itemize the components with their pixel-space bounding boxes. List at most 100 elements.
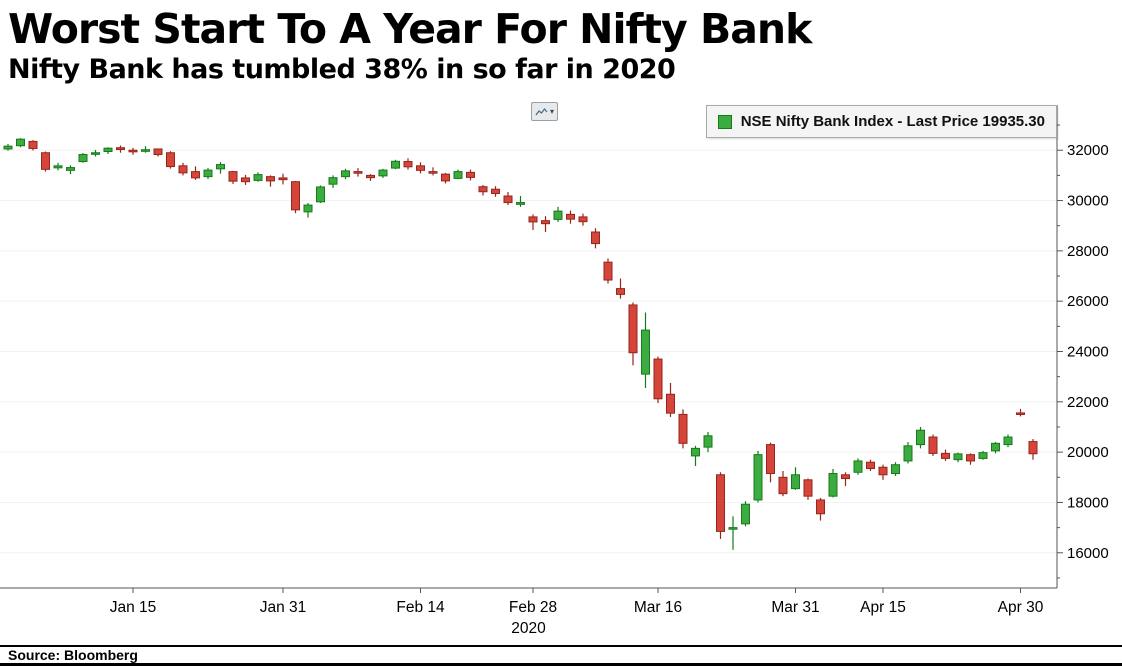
legend-label: NSE Nifty Bank Index - Last Price 19935.… bbox=[740, 113, 1045, 130]
y-tick-label: 24000 bbox=[1067, 344, 1109, 361]
x-tick-label: Jan 31 bbox=[260, 599, 307, 616]
x-tick-label: Apr 30 bbox=[998, 599, 1044, 616]
chart-options-button[interactable]: ▾ bbox=[531, 102, 558, 121]
candle-apr-24 bbox=[966, 454, 975, 462]
candle-apr-27 bbox=[978, 452, 988, 459]
candle-jan-14 bbox=[116, 147, 125, 150]
candle-jan-17 bbox=[153, 148, 163, 156]
footer: Source: Bloomberg bbox=[0, 645, 1122, 666]
candle-jan-8 bbox=[66, 167, 75, 171]
candle-jan-27 bbox=[228, 171, 238, 182]
x-tick-label: Feb 28 bbox=[509, 599, 557, 616]
candle-feb-25 bbox=[491, 188, 500, 194]
candle-feb-3 bbox=[303, 204, 313, 213]
candle-jan-2 bbox=[16, 138, 25, 147]
candle-mar-25 bbox=[741, 503, 750, 525]
candle-feb-12 bbox=[391, 160, 400, 169]
candle-jan-22 bbox=[191, 171, 200, 179]
candle-jan-29 bbox=[253, 174, 263, 181]
candle-apr-21 bbox=[928, 436, 938, 454]
page-title: Worst Start To A Year For Nifty Bank bbox=[8, 5, 812, 53]
candle-jan-7 bbox=[53, 165, 63, 169]
candle-apr-9 bbox=[853, 460, 863, 473]
candle-mar-19 bbox=[691, 447, 700, 457]
x-tick-label: Mar 16 bbox=[634, 599, 682, 616]
candle-mar-20 bbox=[703, 435, 713, 448]
y-tick-label: 32000 bbox=[1067, 142, 1109, 159]
x-axis-year-label: 2020 bbox=[511, 620, 546, 637]
candle-mar-3 bbox=[553, 210, 563, 220]
mini-chart-icon bbox=[535, 107, 548, 115]
candle-feb-19 bbox=[453, 171, 463, 179]
caret-down-icon: ▾ bbox=[549, 106, 554, 116]
legend[interactable]: NSE Nifty Bank Index - Last Price 19935.… bbox=[705, 105, 1057, 138]
candle-mar-13 bbox=[641, 329, 650, 375]
candle-apr-20 bbox=[916, 429, 925, 446]
candle-mar-30 bbox=[778, 476, 788, 495]
candle-jan-30 bbox=[266, 176, 275, 182]
candle-jan-28 bbox=[241, 177, 250, 183]
candle-mar-2 bbox=[541, 220, 550, 225]
candle-mar-31 bbox=[791, 474, 800, 490]
candle-feb-13 bbox=[403, 161, 413, 168]
candle-apr-1 bbox=[803, 479, 813, 497]
candle-apr-3 bbox=[816, 499, 825, 515]
y-tick-label: 16000 bbox=[1067, 545, 1109, 562]
candle-jan-24 bbox=[216, 164, 225, 170]
candle-feb-18 bbox=[441, 173, 450, 182]
candle-apr-23 bbox=[953, 453, 963, 461]
series-swatch-icon bbox=[717, 114, 732, 129]
x-tick-label: Mar 31 bbox=[771, 599, 819, 616]
candle-feb-28 bbox=[528, 216, 538, 223]
candle-mar-5 bbox=[578, 216, 588, 223]
candle-jan-20 bbox=[166, 152, 175, 168]
y-tick-label: 20000 bbox=[1067, 444, 1109, 461]
candle-jan-23 bbox=[203, 169, 213, 178]
candle-jan-10 bbox=[91, 152, 100, 155]
candle-mar-18 bbox=[678, 413, 688, 444]
candle-mar-23 bbox=[716, 474, 725, 532]
candle-apr-28 bbox=[991, 442, 1000, 452]
y-tick-label: 22000 bbox=[1067, 394, 1109, 411]
page-subtitle: Nifty Bank has tumbled 38% in so far in … bbox=[8, 54, 676, 85]
candle-apr-16 bbox=[891, 464, 900, 475]
candle-apr-7 bbox=[828, 473, 838, 497]
chart-area: 16000 18000 20000 22000 24000 26000 28000 30000… bbox=[0, 100, 1122, 645]
candle-jan-21 bbox=[178, 165, 188, 174]
candle-mar-12 bbox=[628, 304, 638, 354]
candle-feb-14 bbox=[416, 165, 425, 171]
candle-jan-31 bbox=[278, 177, 288, 181]
candle-mar-9 bbox=[603, 261, 613, 281]
candle-feb-4 bbox=[316, 186, 325, 203]
source-text: Source: Bloomberg bbox=[8, 647, 138, 663]
candle-mar-4 bbox=[566, 213, 575, 220]
x-tick-label: Feb 14 bbox=[396, 599, 445, 616]
candle-jan-9 bbox=[78, 154, 88, 163]
y-tick-label: 28000 bbox=[1067, 243, 1109, 260]
candle-mar-17 bbox=[666, 393, 675, 414]
candle-feb-27 bbox=[516, 202, 525, 205]
y-tick-label: 18000 bbox=[1067, 494, 1109, 511]
candle-mar-11 bbox=[616, 288, 625, 295]
candle-mar-26 bbox=[753, 454, 763, 501]
candle-feb-1 bbox=[291, 181, 300, 211]
candle-mar-16 bbox=[653, 358, 663, 400]
candle-feb-7 bbox=[353, 171, 363, 174]
candle-jan-15 bbox=[128, 149, 138, 153]
candle-apr-30 bbox=[1016, 412, 1025, 415]
candle-feb-26 bbox=[503, 195, 513, 204]
candle-apr-17 bbox=[903, 445, 913, 462]
candle-feb-5 bbox=[328, 177, 338, 185]
candle-apr-15 bbox=[878, 466, 888, 476]
candle-feb-11 bbox=[378, 169, 388, 177]
chart-header: Worst Start To A Year For Nifty Bank Nif… bbox=[0, 0, 1122, 100]
candle-jan-1 bbox=[3, 145, 13, 150]
x-tick-label: Apr 15 bbox=[860, 599, 906, 616]
candle-may-4 bbox=[1028, 441, 1038, 455]
candle-feb-6 bbox=[341, 170, 350, 178]
candle-feb-17 bbox=[428, 171, 438, 174]
candle-jan-13 bbox=[103, 147, 113, 152]
candle-jan-3 bbox=[28, 140, 38, 149]
y-tick-label: 26000 bbox=[1067, 293, 1109, 310]
candle-mar-6 bbox=[591, 231, 600, 245]
